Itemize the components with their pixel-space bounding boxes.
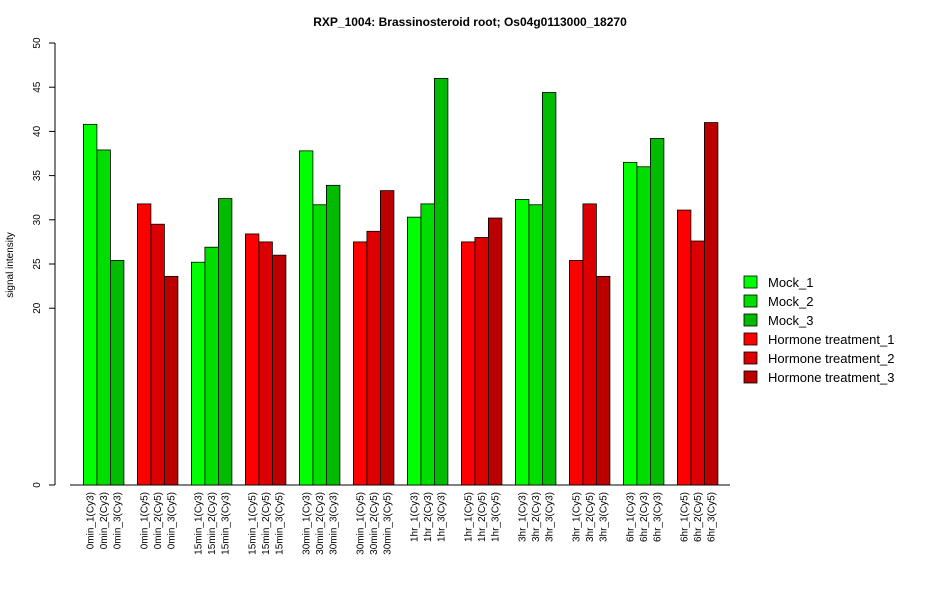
x-tick-label: 30min_3(Cy3)	[329, 492, 340, 555]
x-tick-label: 15min_2(Cy3)	[207, 492, 218, 555]
y-tick-label: 40	[32, 125, 43, 137]
bar	[271, 254, 287, 486]
y-tick-label: 45	[32, 81, 43, 93]
bar	[474, 237, 489, 486]
x-tick-label: 30min_1(Cy5)	[356, 492, 367, 555]
bar	[569, 260, 584, 486]
bar	[298, 150, 314, 486]
y-axis-label: signal intensity	[5, 232, 16, 298]
x-tick-label: 30min_2(Cy3)	[315, 492, 326, 555]
bar	[420, 203, 435, 486]
bar	[528, 204, 543, 486]
y-tick-label: 25	[32, 258, 43, 270]
bar	[163, 275, 179, 486]
x-tick-label: 1hr_2(Cy5)	[477, 492, 488, 542]
bar	[204, 246, 219, 486]
x-tick-label: 6hr_3(Cy3)	[653, 492, 664, 542]
x-tick-label: 3hr_1(Cy5)	[572, 492, 583, 542]
legend-swatch	[743, 332, 758, 346]
legend-label: Hormone treatment_3	[768, 370, 894, 385]
x-tick-label: 6hr_1(Cy3)	[626, 492, 637, 542]
chart-title: RXP_1004: Brassinosteroid root; Os04g011…	[313, 15, 627, 29]
bar	[190, 261, 206, 486]
legend-swatch	[743, 351, 758, 365]
x-tick-label: 1hr_3(Cy3)	[437, 492, 448, 542]
x-tick-label: 0min_3(Cy3)	[113, 492, 124, 549]
x-tick-label: 1hr_2(Cy3)	[423, 492, 434, 542]
y-tick-label: 20	[32, 302, 43, 314]
x-tick-label: 3hr_3(Cy3)	[545, 492, 556, 542]
bar	[352, 241, 368, 486]
x-tick-label: 15min_3(Cy3)	[221, 492, 232, 555]
x-tick-label: 0min_2(Cy5)	[153, 492, 164, 549]
bar	[582, 203, 597, 486]
x-tick-label: 3hr_1(Cy3)	[518, 492, 529, 542]
y-axis: 0 20 25 30 35 40 45 50	[32, 37, 56, 488]
legend-swatch	[743, 370, 758, 384]
bar	[150, 223, 165, 486]
legend-label: Mock_2	[768, 294, 814, 309]
x-tick-labels: 0min_1(Cy3) 0min_2(Cy3) 0min_3(Cy3) 0min_1(…	[86, 492, 718, 555]
x-tick-label: 3hr_3(Cy5)	[599, 492, 610, 542]
bar	[406, 216, 422, 486]
x-tick-label: 30min_3(Cy5)	[383, 492, 394, 555]
bar	[325, 184, 341, 486]
bars	[83, 77, 719, 486]
bar	[650, 138, 665, 486]
x-tick-label: 6hr_3(Cy5)	[707, 492, 718, 542]
bar	[258, 241, 273, 486]
bar	[312, 204, 327, 486]
bar	[244, 233, 260, 486]
bar	[542, 92, 557, 486]
x-tick-label: 6hr_1(Cy5)	[680, 492, 691, 542]
bar	[596, 275, 611, 486]
x-tick-label: 15min_1(Cy5)	[248, 492, 259, 555]
x-tick-label: 15min_1(Cy3)	[194, 492, 205, 555]
y-tick-label: 50	[32, 37, 43, 49]
x-tick-label: 0min_1(Cy5)	[140, 492, 151, 549]
bar	[636, 166, 651, 486]
bar	[136, 203, 152, 486]
bar	[217, 198, 233, 486]
legend-label: Hormone treatment_2	[768, 351, 894, 366]
bar	[433, 77, 449, 486]
bar	[487, 217, 503, 486]
bar	[623, 161, 638, 486]
bar	[515, 199, 530, 486]
legend-swatch	[743, 294, 758, 308]
x-tick-label: 3hr_2(Cy3)	[531, 492, 542, 542]
x-tick-label: 30min_2(Cy5)	[369, 492, 380, 555]
legend: Mock_1 Mock_2 Mock_3 Hormone treatment_1 Hor…	[743, 275, 894, 385]
x-tick-label: 1hr_1(Cy5)	[464, 492, 475, 542]
legend-label: Hormone treatment_1	[768, 332, 894, 347]
bar	[110, 260, 125, 486]
bar	[96, 149, 111, 486]
bar	[83, 123, 98, 486]
bar	[704, 122, 719, 486]
x-tick-label: 30min_1(Cy3)	[302, 492, 313, 555]
legend-swatch	[743, 275, 758, 289]
x-tick-label: 1hr_1(Cy3)	[410, 492, 421, 542]
x-tick-label: 0min_1(Cy3)	[86, 492, 97, 549]
bar	[677, 209, 692, 486]
x-tick-label: 1hr_3(Cy5)	[491, 492, 502, 542]
x-tick-label: 0min_2(Cy3)	[99, 492, 110, 549]
legend-label: Mock_1	[768, 275, 814, 290]
x-tick-label: 0min_3(Cy5)	[167, 492, 178, 549]
x-tick-label: 3hr_2(Cy5)	[585, 492, 596, 542]
bar	[690, 240, 705, 486]
bar	[460, 241, 476, 486]
y-tick-label: 35	[32, 170, 43, 182]
legend-label: Mock_3	[768, 313, 814, 328]
x-tick-label: 15min_2(Cy5)	[261, 492, 272, 555]
y-tick-label: 0	[32, 482, 43, 488]
y-tick-label: 30	[32, 214, 43, 226]
bar	[366, 230, 381, 486]
legend-swatch	[743, 313, 758, 327]
bar	[379, 190, 395, 486]
x-tick-label: 6hr_2(Cy5)	[693, 492, 704, 542]
x-tick-label: 15min_3(Cy5)	[275, 492, 286, 555]
x-tick-label: 6hr_2(Cy3)	[639, 492, 650, 542]
